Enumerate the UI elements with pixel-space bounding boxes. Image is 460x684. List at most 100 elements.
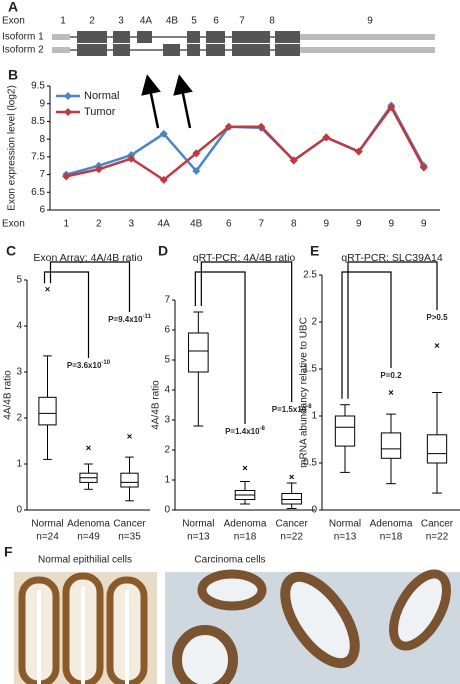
point (289, 156, 298, 165)
panel-label: C (6, 243, 16, 259)
x-tick-label: 9 (388, 219, 394, 230)
point (322, 133, 331, 142)
p-value: P=1.5x10-8 (272, 404, 312, 415)
point (94, 165, 103, 174)
bracket (200, 261, 293, 402)
p-value: P=1.4x10-8 (225, 426, 265, 437)
point (159, 129, 168, 138)
p-value: P>0.5 (426, 313, 448, 322)
p-value-exponent: -11 (143, 314, 152, 320)
chart-title: qRT-PCR: 4A/4B ratio (193, 252, 296, 264)
x-tick-label: 3 (128, 219, 134, 230)
legend-label: Normal (84, 90, 119, 102)
panel-label: B (8, 67, 18, 83)
panel-f: F Normal epithilial cells Carcinoma cell… (4, 544, 460, 684)
micrograph-carcinoma (165, 569, 460, 684)
chart-title: Exon Array: 4A/4B ratio (33, 252, 142, 264)
y-tick-label: 1 (16, 459, 22, 470)
box (426, 434, 448, 464)
point (62, 172, 71, 181)
x-tick-label: 9 (356, 219, 362, 230)
y-tick-label: 5 (16, 275, 22, 286)
p-value: P=0.2 (380, 371, 402, 380)
y-tick-label: 7.5 (31, 151, 45, 162)
legend-marker (64, 108, 72, 116)
bracket (341, 271, 392, 399)
y-tick-label: 6.5 (31, 187, 45, 198)
y-axis-label: 4A/4B ratio (3, 370, 14, 420)
y-axis-label: Exon expression level (log2) (7, 85, 18, 211)
count-label: n=18 (380, 532, 403, 543)
exon-label: 1 (60, 16, 66, 27)
p-value-exponent: -10 (101, 360, 110, 366)
y-tick-label: 9 (39, 98, 45, 109)
box (380, 432, 402, 459)
exon-label: 9 (367, 16, 373, 27)
outlier (242, 465, 248, 471)
legend-marker (64, 92, 72, 100)
x-tick-label: Adenoma (370, 519, 413, 530)
p-value-text: P>0.5 (426, 313, 448, 322)
count-label: n=24 (36, 532, 59, 543)
count-label: n=35 (118, 532, 141, 543)
box (188, 332, 209, 373)
panel-label: D (158, 243, 168, 259)
arrow (173, 74, 193, 129)
x-tick-label: Adenoma (224, 519, 267, 530)
x-tick-label: Normal (31, 519, 63, 530)
count-label: n=49 (77, 532, 100, 543)
y-tick-label: 4 (164, 385, 170, 396)
y-tick-label: 3 (16, 367, 22, 378)
exon-label: 4A (140, 16, 153, 27)
count-label: n=22 (280, 532, 303, 543)
isoform-label: Isoform 1 (2, 32, 44, 43)
x-tick-label: 4B (190, 219, 203, 230)
exon-label: 8 (269, 16, 275, 27)
y-tick-label: 6 (39, 205, 45, 216)
y-tick-label: 7 (39, 169, 45, 180)
box (334, 415, 356, 447)
x-tick-label: 9 (421, 219, 427, 230)
panel-label: A (8, 0, 18, 15)
p-value-text: P=0.2 (380, 371, 402, 380)
y-tick-label: 1 (311, 411, 317, 422)
y-tick-label: 1.5 (303, 364, 317, 375)
x-tick-label: Cancer (276, 519, 309, 530)
exon-header: Exon (2, 16, 25, 27)
exon-label: 3 (118, 16, 124, 27)
point (257, 122, 266, 131)
exon-label: 5 (191, 16, 197, 27)
x-tick-label: Adenoma (67, 519, 110, 530)
count-label: n=22 (426, 532, 449, 543)
point (224, 122, 233, 131)
outlier (388, 390, 394, 395)
count-label: n=13 (334, 532, 357, 543)
y-axis-label: mRNA abundancy relative to UBC (299, 317, 310, 468)
x-tick-label: Cancer (113, 519, 146, 530)
point (192, 149, 201, 158)
box (120, 472, 139, 488)
x-tick-label: 6 (226, 219, 232, 230)
count-label: n=18 (234, 532, 257, 543)
bracket (347, 261, 438, 399)
outlier (434, 343, 440, 348)
y-tick-label: 2 (16, 413, 22, 424)
box (281, 493, 302, 505)
exon-label: 4B (166, 16, 179, 27)
outlier (289, 474, 295, 480)
p-value-text: P=9.4x10 (108, 315, 143, 324)
p-value: P=9.4x10-11 (108, 314, 151, 325)
x-tick-label: 2 (96, 219, 102, 230)
x-tick-label: 8 (291, 219, 297, 230)
exon-label: 7 (239, 16, 245, 27)
p-value-exponent: -8 (260, 426, 266, 432)
point (192, 167, 201, 176)
point (387, 103, 396, 112)
box (38, 396, 57, 426)
image-caption: Normal epithilial cells (38, 555, 132, 566)
micrograph-normal (14, 572, 157, 684)
y-tick-label: 5 (164, 355, 170, 366)
outlier (86, 445, 91, 451)
x-tick-label: 7 (258, 219, 264, 230)
